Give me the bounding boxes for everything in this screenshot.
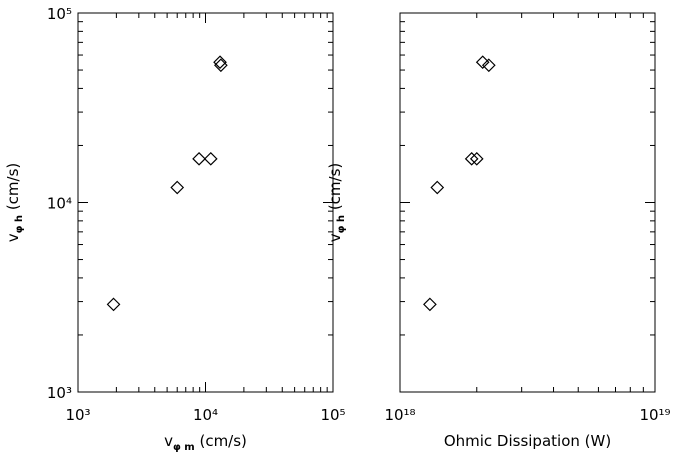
- marker: [170, 180, 185, 195]
- axis-label-subscript: φ h: [336, 215, 347, 233]
- axis-label: Ohmic Dissipation (W): [444, 432, 611, 450]
- marker: [106, 297, 121, 312]
- marker: [481, 58, 496, 73]
- axis-label-subscript: φ h: [14, 215, 25, 233]
- marker: [214, 58, 228, 73]
- axis-label-part: v: [164, 432, 173, 450]
- marker: [430, 180, 445, 195]
- x-tick-label: 10¹⁸: [384, 406, 415, 424]
- plot-frame: [77, 12, 334, 393]
- marker: [475, 55, 490, 70]
- x-tick-label: 10³: [65, 406, 90, 424]
- y-tick-label: 10³: [47, 384, 72, 402]
- axis-label: vφ h (cm/s): [326, 163, 347, 243]
- axis-label: vφ h (cm/s): [4, 163, 25, 243]
- axis-label-part: (cm/s): [4, 163, 22, 215]
- plot-frame: [399, 12, 656, 393]
- axis-label-part: (cm/s): [326, 163, 344, 215]
- marker: [203, 151, 218, 166]
- marker: [469, 151, 484, 166]
- x-tick-label: 10⁴: [193, 406, 218, 424]
- x-tick-label: 10¹⁹: [639, 406, 670, 424]
- y-tick-label: 10⁴: [47, 195, 72, 213]
- axis-label: vφ m (cm/s): [164, 432, 247, 453]
- marker: [192, 151, 206, 166]
- marker: [464, 151, 479, 166]
- axis-label-part: v: [326, 233, 344, 242]
- axis-label-part: Ohmic Dissipation (W): [444, 432, 611, 450]
- axis-label-part: (cm/s): [195, 432, 247, 450]
- axis-label-subscript: φ m: [173, 442, 195, 453]
- marker: [213, 55, 227, 70]
- x-tick-label: 10⁵: [320, 406, 345, 424]
- marker: [423, 297, 437, 312]
- axis-label-part: v: [4, 233, 22, 242]
- y-tick-label: 10⁵: [47, 5, 72, 23]
